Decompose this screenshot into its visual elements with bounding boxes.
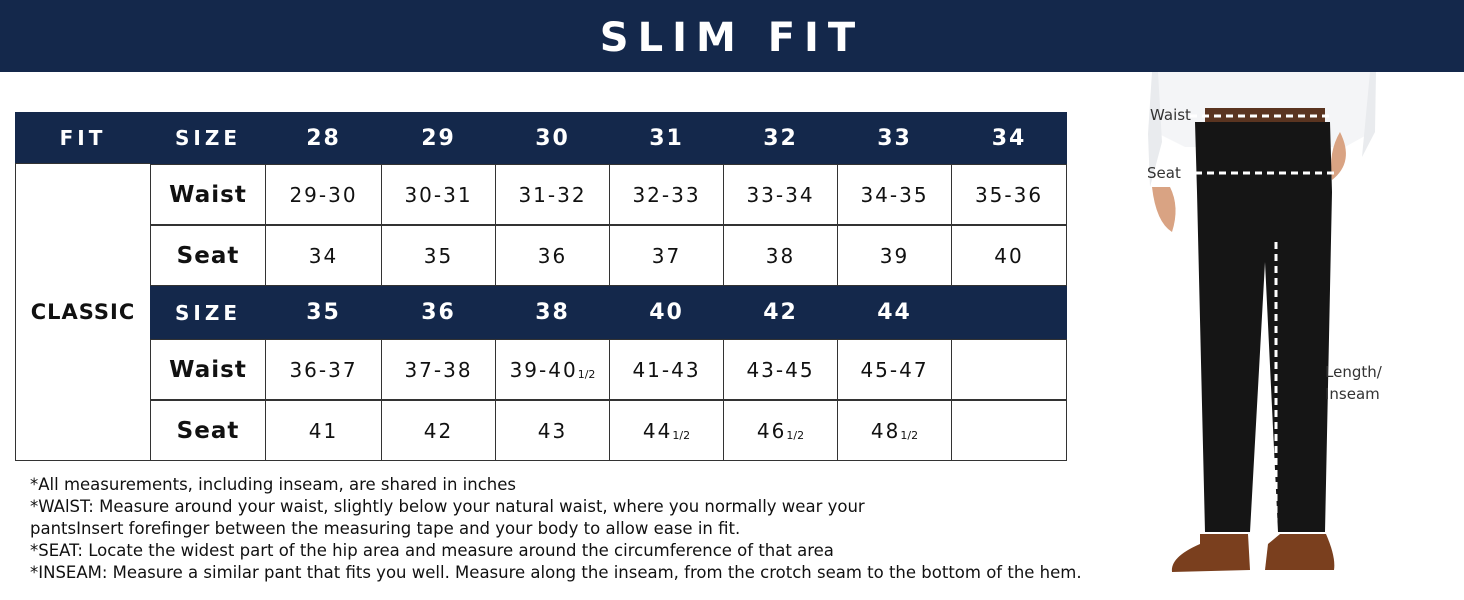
size-cell: 48 1/2 <box>837 400 952 461</box>
note-line: pantsInsert forefinger between the measu… <box>30 519 741 538</box>
pants-figure: Waist Seat Length/ Inseam <box>1147 72 1383 572</box>
seat-label: Seat <box>1147 164 1181 182</box>
size-cell: 45-47 <box>837 339 952 400</box>
size-header: 35 <box>265 286 382 339</box>
size-cell: 31-32 <box>495 164 610 225</box>
size-cell: 39-40 1/2 <box>495 339 610 400</box>
size-cell: 42 <box>381 400 496 461</box>
notes: *All measurements, including inseam, are… <box>30 474 1082 584</box>
title-banner: SLIM FIT <box>0 0 1464 72</box>
size-cell: 36 <box>495 225 610 286</box>
size-header: 28 <box>265 112 382 164</box>
inseam-label: Inseam <box>1325 385 1380 403</box>
note-line: *INSEAM: Measure a similar pant that fit… <box>30 563 1082 582</box>
size-cell: 44 1/2 <box>609 400 724 461</box>
size-cell: 30-31 <box>381 164 496 225</box>
size-cell: 38 <box>723 225 838 286</box>
cell-fraction: 1/2 <box>672 429 691 442</box>
row-label: Waist <box>150 164 266 225</box>
size-header: 36 <box>381 286 496 339</box>
cell-fraction: 1/2 <box>577 368 596 381</box>
cell-fraction: 1/2 <box>786 429 805 442</box>
size-cell: 34-35 <box>837 164 952 225</box>
size-cell <box>951 400 1067 461</box>
size-cell: 29-30 <box>265 164 382 225</box>
note-line: *All measurements, including inseam, are… <box>30 475 516 494</box>
waist-label: Waist <box>1150 106 1191 124</box>
size-header: 29 <box>381 112 496 164</box>
cell-main: 39-40 <box>509 357 578 382</box>
size-cell <box>951 339 1067 400</box>
size-header: 38 <box>495 286 610 339</box>
cell-main: 46 <box>756 418 787 443</box>
row-label: Waist <box>150 339 266 400</box>
note-line: *SEAT: Locate the widest part of the hip… <box>30 541 834 560</box>
size-header: 30 <box>495 112 610 164</box>
size-cell: 46 1/2 <box>723 400 838 461</box>
row-label: Seat <box>150 225 266 286</box>
cell-main: 48 <box>870 418 901 443</box>
size-cell: 40 <box>951 225 1067 286</box>
size-header: 34 <box>951 112 1067 164</box>
size-header: 40 <box>609 286 724 339</box>
size-header: 32 <box>723 112 838 164</box>
size-header: 33 <box>837 112 952 164</box>
size-cell: 35 <box>381 225 496 286</box>
size-cell: 41-43 <box>609 339 724 400</box>
size-cell: 41 <box>265 400 382 461</box>
size-cell: 36-37 <box>265 339 382 400</box>
size-header: SIZE <box>150 286 266 339</box>
cell-fraction: 1/2 <box>900 429 919 442</box>
row-label: Seat <box>150 400 266 461</box>
fit-header: FIT <box>15 112 151 164</box>
size-cell: 37 <box>609 225 724 286</box>
size-header <box>951 286 1067 339</box>
size-cell: 33-34 <box>723 164 838 225</box>
size-header: SIZE <box>150 112 266 164</box>
size-header: 42 <box>723 286 838 339</box>
size-cell: 43 <box>495 400 610 461</box>
size-cell: 35-36 <box>951 164 1067 225</box>
note-line: *WAlST: Measure around your waist, sligh… <box>30 497 865 516</box>
length-label: Length/ <box>1325 363 1383 381</box>
size-header: 31 <box>609 112 724 164</box>
cell-main: 44 <box>642 418 673 443</box>
size-cell: 37-38 <box>381 339 496 400</box>
size-cell: 34 <box>265 225 382 286</box>
size-cell: 32-33 <box>609 164 724 225</box>
size-header: 44 <box>837 286 952 339</box>
size-cell: 39 <box>837 225 952 286</box>
fit-value: CLASSIC <box>15 163 151 461</box>
size-cell: 43-45 <box>723 339 838 400</box>
